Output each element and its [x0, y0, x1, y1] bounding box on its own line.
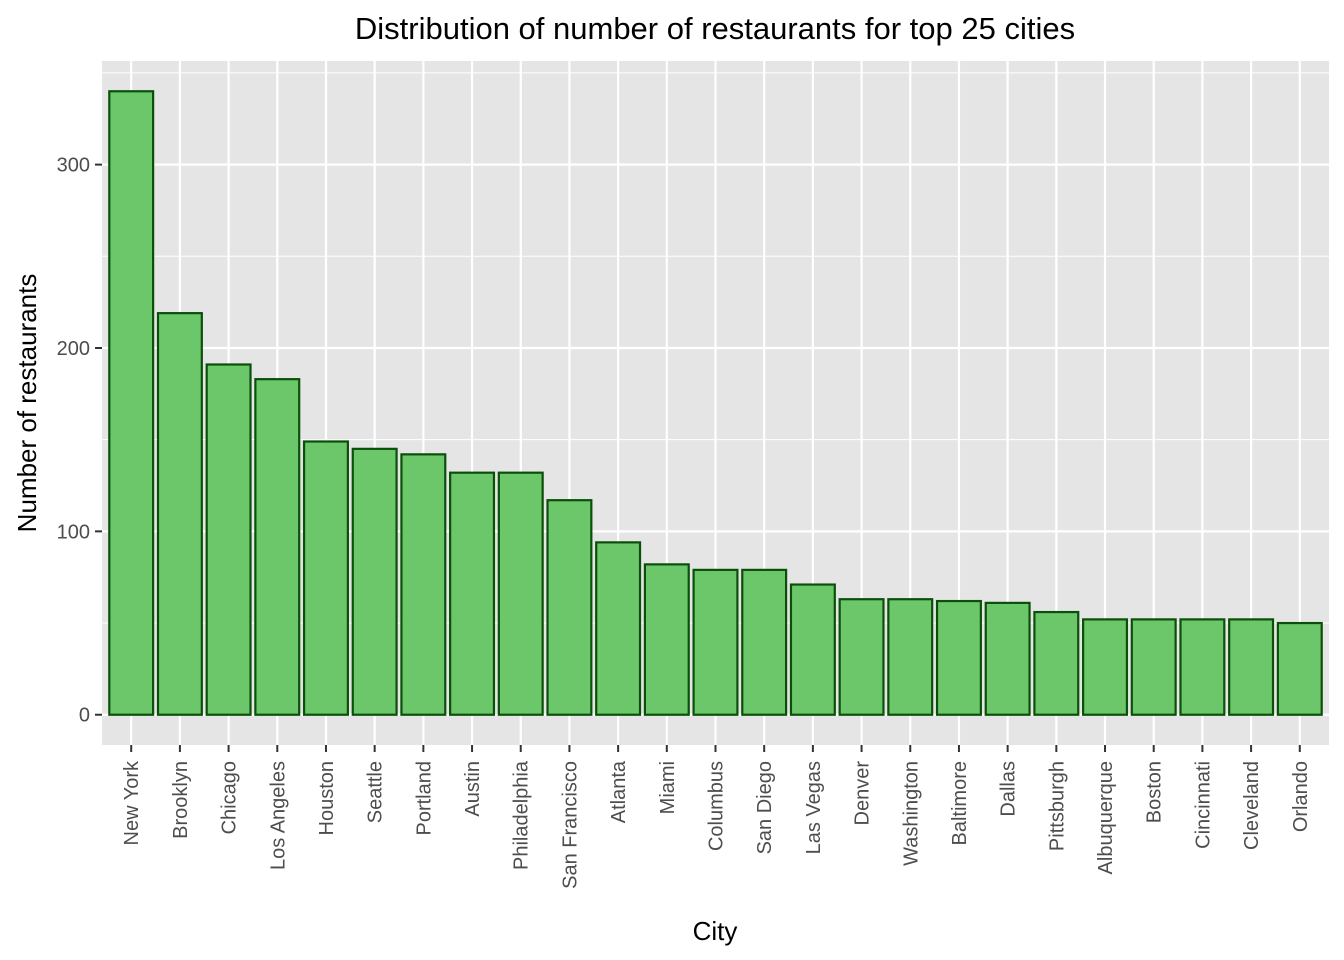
bar-albuquerque: [1082, 618, 1129, 716]
x-tick-label: Baltimore: [949, 761, 971, 845]
x-tick-label: Orlando: [1290, 761, 1312, 832]
bars: [108, 90, 1323, 716]
x-axis-title: City: [693, 916, 738, 946]
x-tick-label: Philadelphia: [511, 760, 533, 870]
x-tick-label: Brooklyn: [170, 761, 192, 839]
bar-new-york: [108, 90, 155, 716]
bar-brooklyn: [156, 312, 203, 716]
x-tick-label: San Diego: [754, 761, 776, 854]
x-tick-label: Atlanta: [608, 760, 630, 823]
bar-cleveland: [1228, 618, 1275, 716]
bar-los-angeles: [254, 378, 301, 716]
x-tick-label: Cincinnati: [1192, 761, 1214, 849]
x-tick-label: Portland: [413, 761, 435, 836]
chart-title: Distribution of number of restaurants fo…: [355, 11, 1075, 46]
bar-las-vegas: [789, 583, 836, 716]
bar-washington: [887, 598, 934, 716]
bar-cincinnati: [1179, 618, 1226, 716]
x-tick-label: Columbus: [706, 761, 728, 851]
x-tick-label: Seattle: [365, 761, 387, 823]
x-tick-label: Miami: [657, 761, 679, 814]
x-tick-label: Dallas: [998, 761, 1020, 817]
y-tick-label: 300: [57, 155, 90, 177]
bar-boston: [1130, 618, 1177, 716]
bar-dallas: [984, 601, 1031, 716]
x-tick-label: Cleveland: [1241, 761, 1263, 850]
x-tick-label: Houston: [316, 761, 338, 836]
bar-denver: [838, 598, 885, 716]
x-tick-label: Austin: [462, 761, 484, 817]
x-tick-label: Boston: [1144, 761, 1166, 823]
bar-san-diego: [741, 568, 788, 716]
bar-portland: [400, 453, 447, 716]
x-tick-label: Los Angeles: [267, 761, 289, 870]
bar-san-francisco: [546, 499, 593, 716]
x-tick-label: Denver: [852, 761, 874, 826]
y-tick-label: 0: [79, 705, 90, 727]
x-tick-label: New York: [121, 760, 143, 845]
bar-baltimore: [935, 599, 982, 716]
y-axis: 0 100 200 300: [57, 155, 102, 727]
bar-chicago: [205, 363, 252, 716]
bar-austin: [449, 471, 496, 716]
y-tick-label: 100: [57, 521, 90, 543]
x-tick-label: Las Vegas: [803, 761, 825, 854]
x-tick-label: Albuquerque: [1095, 761, 1117, 874]
y-tick-label: 200: [57, 338, 90, 360]
bar-orlando: [1276, 621, 1323, 716]
bar-philadelphia: [497, 471, 544, 716]
bar-houston: [302, 440, 349, 716]
bar-atlanta: [595, 541, 642, 716]
x-tick-label: San Francisco: [559, 761, 581, 889]
x-tick-label: Pittsburgh: [1046, 761, 1068, 851]
bar-miami: [643, 563, 690, 716]
bar-columbus: [692, 568, 739, 716]
bar-pittsburgh: [1033, 610, 1080, 716]
x-tick-label: Washington: [900, 761, 922, 866]
x-axis: New York Brooklyn Chicago Los Angeles Housto…: [121, 745, 1312, 889]
x-tick-label: Chicago: [219, 761, 241, 834]
y-axis-title: Number of restaurants: [12, 274, 42, 533]
bar-seattle: [351, 447, 398, 716]
